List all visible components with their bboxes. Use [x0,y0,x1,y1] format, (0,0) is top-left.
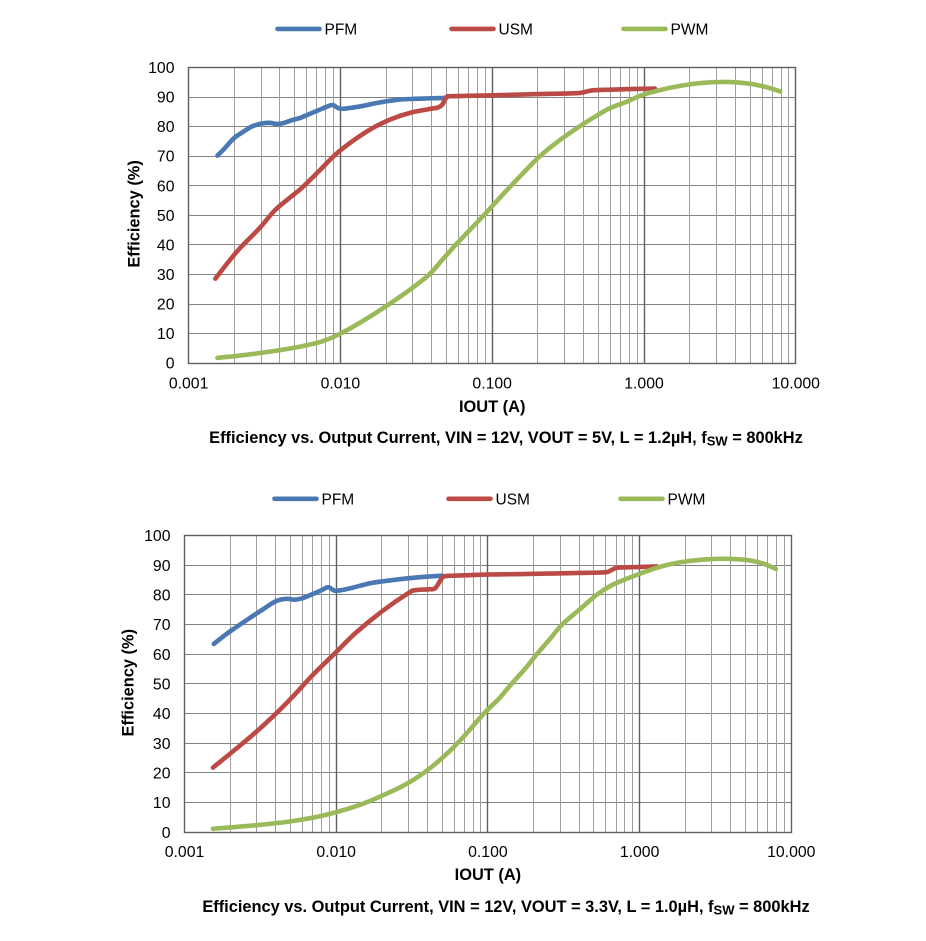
svg-text:Efficiency vs. Output Current,: Efficiency vs. Output Current, VIN = 12V… [209,429,803,449]
svg-text:IOUT (A): IOUT (A) [455,866,521,884]
svg-text:0: 0 [162,825,171,842]
svg-text:1.000: 1.000 [620,844,660,861]
svg-text:Efficiency (%): Efficiency (%) [126,160,144,267]
svg-text:PWM: PWM [668,491,706,508]
svg-text:IOUT (A): IOUT (A) [459,398,525,416]
svg-text:50: 50 [153,676,171,693]
svg-text:Efficiency (%): Efficiency (%) [120,629,138,736]
svg-text:0.001: 0.001 [165,844,205,861]
svg-text:PFM: PFM [322,491,355,508]
svg-text:60: 60 [153,647,171,664]
svg-text:USM: USM [499,21,533,38]
svg-text:50: 50 [157,208,175,225]
svg-text:10.000: 10.000 [772,376,821,393]
svg-text:80: 80 [153,587,171,604]
svg-text:0.100: 0.100 [472,376,512,393]
svg-text:0: 0 [166,356,175,373]
svg-text:PWM: PWM [671,21,709,38]
svg-text:100: 100 [148,60,175,77]
svg-text:10: 10 [153,795,171,812]
svg-text:30: 30 [153,736,171,753]
svg-text:40: 40 [157,237,175,254]
svg-text:USM: USM [496,491,530,508]
svg-text:60: 60 [157,178,175,195]
svg-text:10.000: 10.000 [767,844,816,861]
svg-text:PFM: PFM [325,21,358,38]
svg-text:10: 10 [157,326,175,343]
svg-text:20: 20 [153,765,171,782]
svg-text:80: 80 [157,119,175,136]
svg-text:0.010: 0.010 [321,376,361,393]
svg-text:1.000: 1.000 [624,376,664,393]
svg-text:0.100: 0.100 [468,844,508,861]
svg-text:100: 100 [144,528,171,545]
svg-text:30: 30 [157,267,175,284]
svg-text:20: 20 [157,297,175,314]
svg-text:Efficiency vs. Output Current,: Efficiency vs. Output Current, VIN = 12V… [202,898,809,918]
svg-text:90: 90 [153,558,171,575]
svg-text:90: 90 [157,90,175,107]
svg-text:70: 70 [153,617,171,634]
svg-text:0.010: 0.010 [316,844,356,861]
svg-text:40: 40 [153,706,171,723]
svg-text:70: 70 [157,149,175,166]
svg-text:0.001: 0.001 [169,376,209,393]
